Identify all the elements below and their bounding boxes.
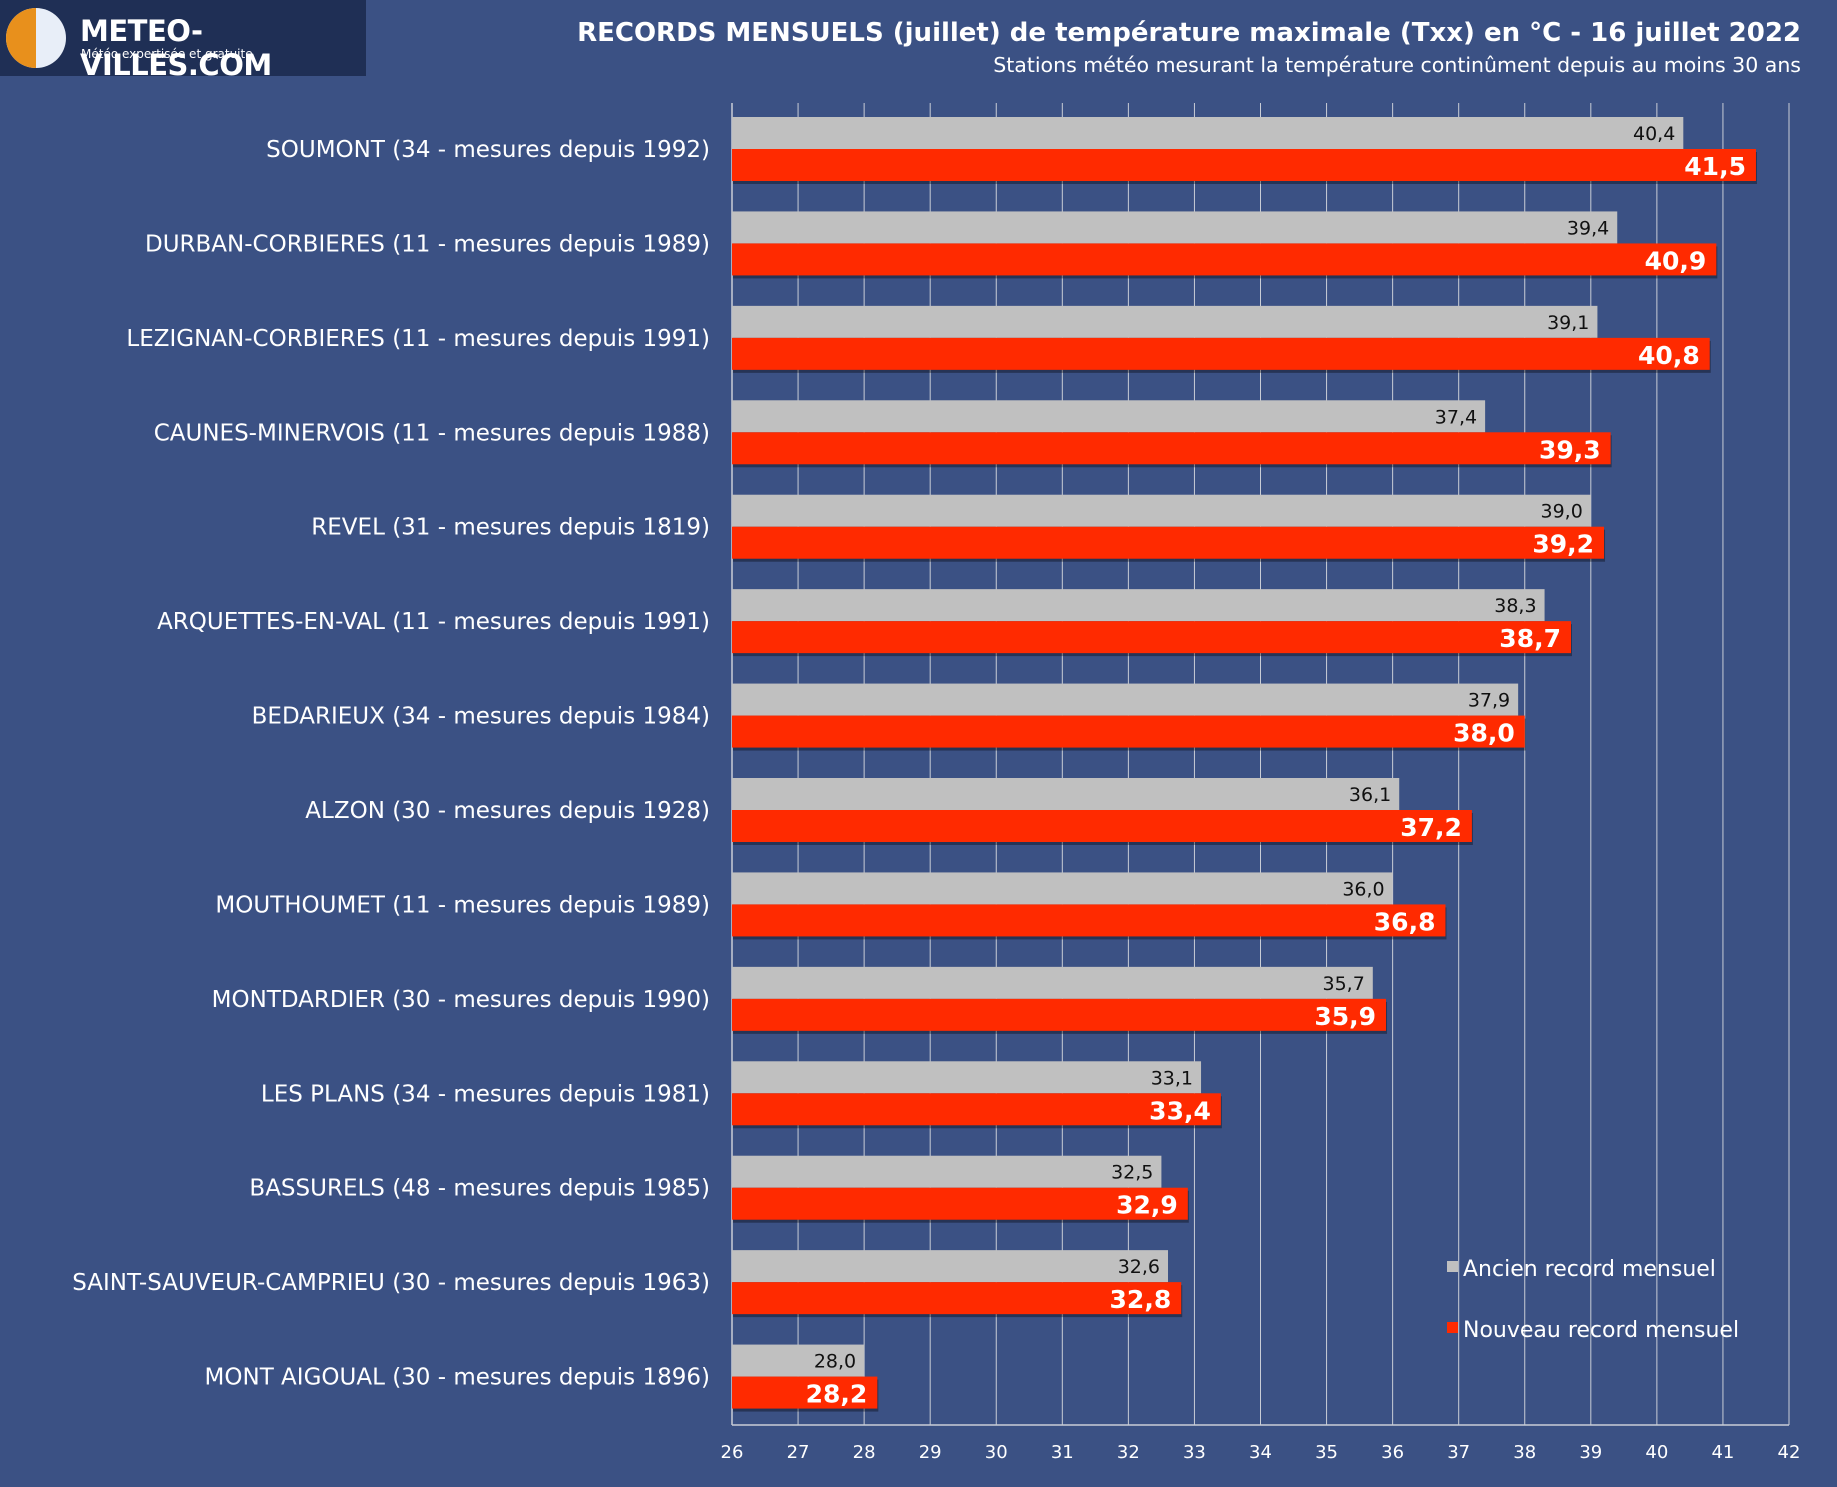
x-tick-label: 37 [1447,1442,1470,1463]
x-tick-label: 41 [1711,1442,1734,1463]
data-label-old: 39,0 [1541,501,1583,523]
bar-old-record [732,400,1486,433]
x-tick-label: 38 [1513,1442,1536,1463]
bar-old-record [732,1250,1169,1283]
legend-swatch-old [1447,1261,1458,1272]
bar-new-record [732,1282,1182,1315]
bar-old-record [732,589,1545,622]
data-label-new: 36,8 [1374,907,1436,936]
data-label-old: 39,4 [1567,217,1609,239]
x-tick-label: 42 [1778,1442,1801,1463]
x-tick-label: 40 [1645,1442,1668,1463]
bar-new-record [732,998,1387,1031]
category-label: MONT AIGOUAL (30 - mesures depuis 1896) [205,1365,710,1391]
bar-old-record [732,1061,1202,1094]
chart-subtitle: Stations météo mesurant la température c… [993,53,1801,77]
category-label: SOUMONT (34 - mesures depuis 1992) [266,137,710,163]
data-label-new: 38,7 [1499,624,1561,653]
logo-tagline: Météo expertisée et gratuite [81,47,253,61]
bar-old-record [732,1344,865,1377]
bar-old-record [732,494,1591,527]
bar-new-record [732,243,1717,276]
x-tick-label: 32 [1117,1442,1140,1463]
data-label-new: 39,3 [1539,435,1601,464]
bar-new-record [732,1093,1221,1126]
category-label: LES PLANS (34 - mesures depuis 1981) [261,1081,710,1107]
x-tick-label: 27 [787,1442,810,1463]
bar-new-record [732,432,1611,465]
data-label-new: 41,5 [1684,152,1746,181]
category-label: LEZIGNAN-CORBIERES (11 - mesures depuis … [126,326,710,352]
x-tick-label: 28 [853,1442,876,1463]
data-label-new: 32,8 [1110,1285,1172,1314]
bar-new-record [732,1376,878,1409]
data-label-old: 40,4 [1633,123,1675,145]
data-label-old: 38,3 [1494,595,1536,617]
category-label: REVEL (31 - mesures depuis 1819) [311,515,710,541]
bar-old-record [732,872,1393,905]
data-label-old: 37,9 [1468,690,1510,712]
bar-old-record [732,683,1519,716]
site-logo: METEO-VILLES.COM Météo expertisée et gra… [0,0,366,82]
x-tick-label: 30 [985,1442,1008,1463]
category-label: ARQUETTES-EN-VAL (11 - mesures depuis 19… [157,609,710,635]
bar-new-record [732,149,1756,181]
x-tick-label: 33 [1183,1442,1206,1463]
data-label-new: 32,9 [1116,1191,1178,1220]
data-label-new: 28,2 [806,1380,868,1409]
data-label-old: 28,0 [814,1351,856,1373]
bar-old-record [732,211,1618,244]
x-tick-label: 31 [1051,1442,1074,1463]
x-tick-label: 34 [1249,1442,1272,1463]
x-tick-label: 36 [1381,1442,1404,1463]
x-tick-label: 35 [1315,1442,1338,1463]
data-label-new: 37,2 [1400,813,1462,842]
data-label-new: 35,9 [1314,1002,1376,1031]
data-label-old: 36,1 [1349,784,1391,806]
data-label-new: 40,8 [1638,341,1700,370]
bar-new-record [732,810,1472,842]
category-label: ALZON (30 - mesures depuis 1928) [305,798,710,824]
legend-label-new: Nouveau record mensuel [1463,1318,1739,1343]
x-tick-label: 26 [721,1442,744,1463]
category-label: CAUNES-MINERVOIS (11 - mesures depuis 19… [154,420,710,446]
legend-label-old: Ancien record mensuel [1463,1257,1716,1282]
chart-title: RECORDS MENSUELS (juillet) de températur… [577,18,1801,48]
data-label-new: 39,2 [1532,530,1594,559]
x-tick-label: 29 [919,1442,942,1463]
data-label-old: 37,4 [1435,406,1477,428]
data-label-new: 38,0 [1453,719,1515,748]
category-label: DURBAN-CORBIERES (11 - mesures depuis 19… [145,231,710,257]
category-label: BEDARIEUX (34 - mesures depuis 1984) [252,704,710,730]
data-label-old: 36,0 [1342,878,1384,900]
logo-title: METEO-VILLES.COM [80,14,272,82]
bar-old-record [732,305,1598,338]
bar-old-record [732,117,1684,149]
category-label: SAINT-SAUVEUR-CAMPRIEU (30 - mesures dep… [72,1270,710,1296]
bar-old-record [732,778,1400,810]
data-label-old: 35,7 [1322,973,1364,995]
logo-half-moon-icon [6,8,66,68]
bar-new-record [732,526,1605,559]
data-label-new: 40,9 [1645,246,1707,275]
legend-swatch-new [1447,1322,1458,1333]
bar-new-record [732,1187,1188,1220]
data-label-old: 33,1 [1151,1067,1193,1089]
bar-new-record [732,337,1710,370]
x-tick-label: 39 [1579,1442,1602,1463]
data-label-old: 32,6 [1118,1256,1160,1278]
bar-old-record [732,966,1373,999]
bar-new-record [732,904,1446,937]
data-label-old: 39,1 [1547,312,1589,334]
category-label: MONTDARDIER (30 - mesures depuis 1990) [212,987,710,1013]
bar-old-record [732,1155,1162,1188]
bar-new-record [732,715,1525,748]
data-label-old: 32,5 [1111,1162,1153,1184]
data-label-new: 33,4 [1149,1096,1211,1125]
category-label: BASSURELS (48 - mesures depuis 1985) [249,1176,710,1202]
bar-new-record [732,621,1571,654]
category-label: MOUTHOUMET (11 - mesures depuis 1989) [215,892,710,918]
